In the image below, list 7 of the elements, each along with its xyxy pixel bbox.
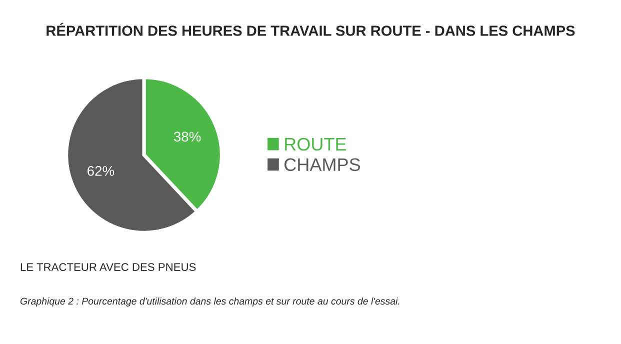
text: Graphique 2 : Pourcentage d'utilisation dans les champs et sur route au cours de l'essai. [20, 297, 400, 307]
data-label: 38% [174, 132, 201, 142]
chart-title: RÉPARTITION DES HEURES DE TRAVAIL SUR ROUTE - DANS LES CHAMPS [46, 22, 575, 36]
data-label: 62% [88, 166, 114, 176]
legend-label: ROUTE [285, 138, 346, 151]
text: LE TRACTEUR AVEC DES PNEUS [20, 263, 196, 271]
legend-label: CHAMPS [284, 158, 360, 172]
